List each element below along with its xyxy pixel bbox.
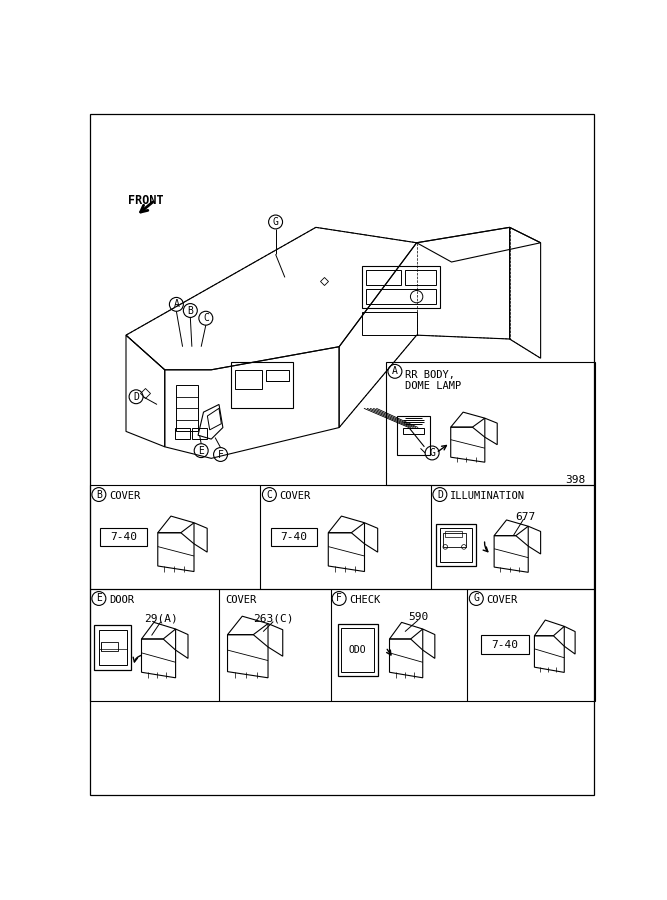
Text: F: F <box>217 449 223 460</box>
Text: A: A <box>392 366 398 376</box>
Text: C: C <box>266 490 272 500</box>
Bar <box>366 270 401 285</box>
Bar <box>362 266 440 308</box>
Bar <box>436 524 476 566</box>
Bar <box>366 289 436 304</box>
Text: ILLUMINATION: ILLUMINATION <box>450 491 525 501</box>
Text: COVER: COVER <box>109 491 140 501</box>
Bar <box>386 362 595 485</box>
Bar <box>481 635 529 654</box>
Bar <box>89 485 595 590</box>
Text: G: G <box>273 217 279 227</box>
Bar <box>231 362 293 409</box>
Text: C: C <box>203 313 209 323</box>
Text: B: B <box>96 490 102 500</box>
Text: 677: 677 <box>515 512 535 522</box>
Bar <box>265 370 289 382</box>
Bar <box>443 533 466 547</box>
Bar <box>405 270 436 285</box>
Text: FRONT: FRONT <box>128 194 164 207</box>
Bar <box>89 590 595 701</box>
Text: D: D <box>437 490 443 500</box>
Text: DOOR: DOOR <box>109 596 134 606</box>
Text: 398: 398 <box>566 474 586 484</box>
Bar <box>446 531 462 537</box>
Bar <box>175 428 190 439</box>
Bar <box>398 416 430 454</box>
Bar <box>176 385 198 431</box>
Text: 7-40: 7-40 <box>492 640 518 650</box>
Text: 263(C): 263(C) <box>253 614 293 624</box>
Bar <box>404 428 424 434</box>
Text: COVER: COVER <box>225 596 256 606</box>
Text: E: E <box>198 446 204 455</box>
Bar <box>440 527 472 562</box>
Bar <box>338 624 378 676</box>
Text: 7-40: 7-40 <box>281 532 307 542</box>
Text: COVER: COVER <box>486 596 518 606</box>
Text: E: E <box>96 593 102 604</box>
Text: B: B <box>187 305 193 316</box>
Text: CHECK: CHECK <box>350 596 380 606</box>
Text: 29(A): 29(A) <box>144 614 177 624</box>
Bar <box>271 527 317 546</box>
Text: RR BODY,
DOME LAMP: RR BODY, DOME LAMP <box>405 370 462 392</box>
Text: D: D <box>133 392 139 401</box>
Text: A: A <box>173 300 179 310</box>
Bar <box>94 626 131 670</box>
Bar <box>99 630 127 665</box>
Bar <box>192 428 207 439</box>
Text: 590: 590 <box>408 612 428 623</box>
Bar <box>342 628 374 672</box>
Text: COVER: COVER <box>279 491 311 501</box>
Text: G: G <box>474 593 479 604</box>
Text: ODO: ODO <box>349 645 367 655</box>
Bar <box>362 312 417 335</box>
Text: F: F <box>336 593 342 604</box>
Bar <box>235 370 261 389</box>
Bar <box>101 642 118 651</box>
Bar <box>101 527 147 546</box>
Text: 7-40: 7-40 <box>110 532 137 542</box>
Text: G: G <box>429 448 435 458</box>
